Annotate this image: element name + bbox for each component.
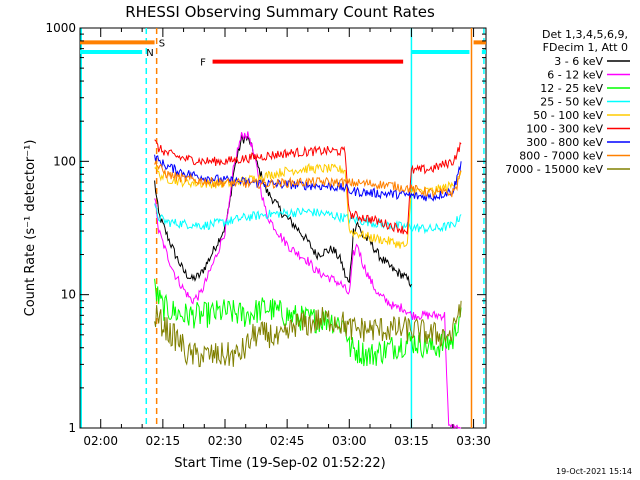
x-tick-label: 03:00 [332,434,367,448]
legend: Det 1,3,4,5,6,9,FDecim 1, Att 03 - 6 keV… [505,28,630,176]
plot-frame [79,27,487,429]
series-line-8 [154,300,462,368]
y-axis-label: Count Rate (s⁻¹ detector⁻¹) [23,140,38,317]
y-tick-label: 1 [68,421,76,435]
plot-area: SN F 02:00 02:15 02:30 02:45 03:00 03:15 03:30 1… [45,21,490,448]
series-line-2 [154,278,462,367]
series-line-1 [154,131,462,430]
x-tick-label: 03:30 [456,434,491,448]
series-line-7 [154,160,462,199]
x-tick-label: 03:15 [394,434,429,448]
legend-label-8: 7000 - 15000 keV [505,163,603,176]
series-line-6 [154,154,462,202]
legend-label-7: 800 - 7000 keV [519,150,603,163]
legend-header-line: FDecim 1, Att 0 [543,41,628,54]
legend-label-4: 50 - 100 keV [533,109,603,122]
vertical-markers [80,28,485,428]
flag-bars: SN F [80,38,486,69]
legend-label-1: 6 - 12 keV [547,69,603,82]
axis-ticks: 02:00 02:15 02:30 02:45 03:00 03:15 03:30 1 10 10… [45,21,490,448]
y-tick-label: 1000 [45,21,76,35]
series-line-3 [154,203,462,235]
legend-header-line: Det 1,3,4,5,6,9, [542,28,628,41]
timestamp: 19-Oct-2021 15:14 [556,467,632,476]
legend-label-0: 3 - 6 keV [554,55,603,68]
legend-label-6: 300 - 800 keV [526,136,603,149]
legend-label-2: 12 - 25 keV [540,82,603,95]
flag-label-s: S [159,38,165,49]
x-tick-label: 02:45 [270,434,305,448]
series-lines [154,131,462,430]
series-line-0 [154,134,412,288]
chart-title: RHESSI Observing Summary Count Rates [125,3,435,21]
x-tick-label: 02:15 [146,434,181,448]
legend-label-5: 100 - 300 keV [526,123,603,136]
y-tick-label: 10 [61,288,76,302]
x-axis-label: Start Time (19-Sep-02 01:52:22) [174,456,385,471]
flag-label-f: F [200,58,206,69]
x-tick-label: 02:30 [208,434,243,448]
flag-label-n: N [146,48,153,59]
series-line-5 [154,139,462,235]
y-tick-label: 100 [53,154,76,168]
legend-label-3: 25 - 50 keV [540,96,603,109]
x-tick-label: 02:00 [83,434,118,448]
